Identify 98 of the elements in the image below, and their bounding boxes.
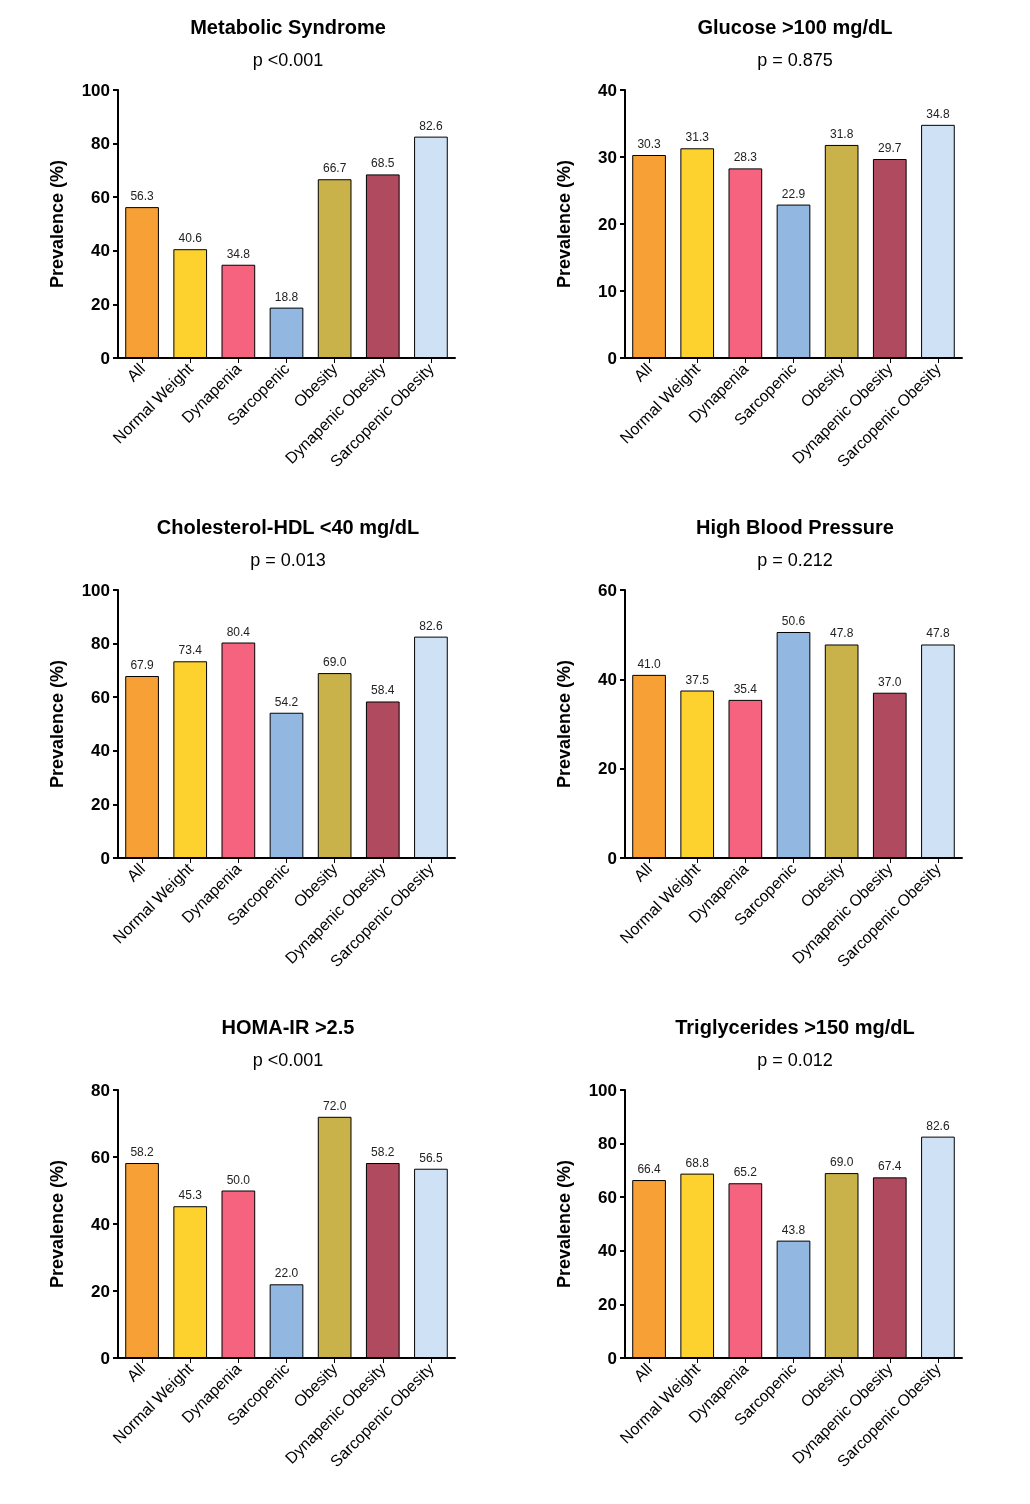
y-tick-label: 80	[91, 1080, 110, 1100]
data-label: 73.4	[178, 643, 203, 658]
data-label: 47.8	[829, 626, 854, 641]
chart-subtitle: p = 0.212	[757, 550, 833, 570]
y-tick-label: 20	[91, 1281, 110, 1301]
data-label: 56.3	[130, 189, 155, 204]
data-label: 67.9	[130, 658, 155, 673]
y-tick-label: 20	[598, 759, 617, 779]
y-tick-label: 40	[598, 669, 617, 689]
x-tick-label: All	[123, 359, 149, 385]
data-label: 34.8	[226, 246, 251, 261]
y-tick-label: 0	[607, 1348, 617, 1368]
data-label: 58.2	[130, 1145, 155, 1160]
chart-subtitle: p = 0.013	[250, 550, 326, 570]
y-tick-label: 40	[91, 741, 110, 761]
data-label: 82.6	[926, 1118, 950, 1133]
chart-subtitle: p <0.001	[252, 1050, 324, 1070]
data-label: 35.4	[733, 681, 758, 696]
y-tick-label: 60	[91, 187, 110, 207]
data-label: 34.8	[926, 106, 950, 121]
data-label: 22.0	[274, 1266, 299, 1281]
y-tick-label: 0	[100, 848, 110, 868]
data-label: 58.4	[371, 683, 395, 698]
y-tick-label: 40	[598, 1241, 617, 1261]
data-label: 50.0	[226, 1172, 251, 1187]
data-label: 69.0	[829, 1155, 854, 1170]
x-tick-label: All	[123, 859, 149, 885]
y-axis-title: Prevalence (%)	[554, 1159, 574, 1289]
x-tick-label: All	[123, 1359, 149, 1385]
y-axis-title: Prevalence (%)	[47, 159, 67, 289]
y-tick-label: 60	[598, 580, 617, 600]
data-label: 80.4	[226, 624, 251, 639]
chart-title: Triglycerides >150 mg/dL	[675, 1016, 915, 1038]
y-tick-label: 10	[598, 281, 617, 301]
chart-subtitle: p = 0.012	[757, 1050, 833, 1070]
data-label: 54.2	[274, 694, 299, 709]
data-label: 68.5	[371, 156, 395, 171]
data-label: 37.0	[878, 674, 902, 689]
data-label: 30.3	[637, 136, 662, 151]
chart-title: Metabolic Syndrome	[190, 16, 386, 38]
data-label: 56.5	[419, 1150, 443, 1165]
data-label: 29.7	[878, 141, 902, 156]
y-axis-title: Prevalence (%)	[554, 159, 574, 289]
y-tick-label: 60	[91, 1147, 110, 1167]
y-tick-label: 0	[607, 848, 617, 868]
y-tick-label: 60	[91, 687, 110, 707]
y-tick-label: 0	[100, 1348, 110, 1368]
y-tick-label: 40	[598, 80, 617, 100]
chart-title: Cholesterol-HDL <40 mg/dL	[156, 516, 420, 538]
chart-title: High Blood Pressure	[696, 516, 894, 538]
y-tick-label: 20	[91, 794, 110, 814]
data-label: 40.6	[178, 231, 203, 246]
data-label: 67.4	[878, 1159, 902, 1174]
x-tick-label: All	[630, 859, 656, 885]
x-tick-label: All	[630, 359, 656, 385]
data-label: 45.3	[178, 1188, 203, 1203]
data-label: 41.0	[637, 656, 662, 671]
data-label: 31.8	[829, 126, 854, 141]
data-label: 66.7	[322, 161, 347, 176]
chart-title: HOMA-IR >2.5	[221, 1016, 355, 1038]
y-tick-label: 0	[100, 348, 110, 368]
data-label: 58.2	[371, 1145, 395, 1160]
y-tick-label: 20	[91, 294, 110, 314]
data-label: 50.6	[781, 613, 806, 628]
y-tick-label: 100	[81, 80, 110, 100]
data-label: 72.0	[322, 1098, 347, 1113]
chart-title: Glucose >100 mg/dL	[697, 16, 893, 38]
data-label: 31.3	[685, 130, 710, 145]
data-label: 66.4	[637, 1162, 662, 1177]
data-label: 18.8	[274, 289, 299, 304]
data-label: 68.8	[685, 1155, 710, 1170]
y-axis-title: Prevalence (%)	[47, 1159, 67, 1289]
y-axis-title: Prevalence (%)	[47, 659, 67, 789]
chart-subtitle: p = 0.875	[757, 50, 833, 70]
data-label: 22.9	[781, 186, 806, 201]
y-tick-label: 0	[607, 348, 617, 368]
data-label: 37.5	[685, 672, 710, 687]
data-label: 65.2	[733, 1165, 758, 1180]
y-tick-label: 40	[91, 241, 110, 261]
y-tick-label: 80	[598, 1134, 617, 1154]
y-tick-label: 20	[598, 214, 617, 234]
y-tick-label: 100	[81, 580, 110, 600]
y-tick-label: 30	[598, 147, 617, 167]
y-tick-label: 60	[598, 1187, 617, 1207]
data-label: 28.3	[733, 150, 758, 165]
data-label: 47.8	[926, 626, 950, 641]
y-tick-label: 80	[91, 134, 110, 154]
data-label: 43.8	[781, 1222, 806, 1237]
data-label: 69.0	[322, 655, 347, 670]
y-tick-label: 20	[598, 1294, 617, 1314]
y-tick-label: 40	[91, 1214, 110, 1234]
data-label: 82.6	[419, 618, 443, 633]
y-axis-title: Prevalence (%)	[554, 659, 574, 789]
chart-subtitle: p <0.001	[252, 50, 324, 70]
y-tick-label: 80	[91, 634, 110, 654]
y-tick-label: 100	[588, 1080, 617, 1100]
data-label: 82.6	[419, 118, 443, 133]
x-tick-label: All	[630, 1359, 656, 1385]
